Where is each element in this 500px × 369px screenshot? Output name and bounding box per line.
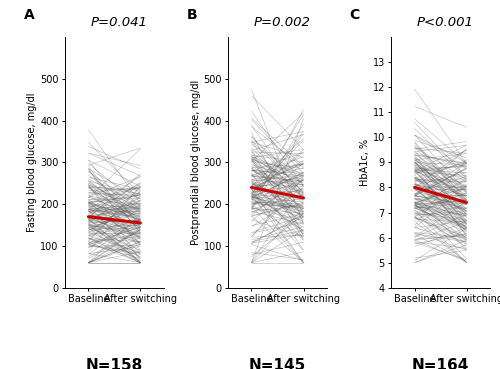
Text: B: B [186, 8, 197, 22]
Text: P=0.002: P=0.002 [254, 16, 311, 30]
Text: A: A [24, 8, 34, 22]
Text: N=158: N=158 [86, 358, 143, 369]
Y-axis label: Postprandial blood glucose, mg/dl: Postprandial blood glucose, mg/dl [190, 80, 200, 245]
Text: P=0.041: P=0.041 [91, 16, 148, 30]
Text: C: C [350, 8, 360, 22]
Y-axis label: Fasting blood glucose, mg/dl: Fasting blood glucose, mg/dl [28, 93, 38, 232]
Y-axis label: HbA1c, %: HbA1c, % [360, 139, 370, 186]
Text: N=145: N=145 [249, 358, 306, 369]
Text: N=164: N=164 [412, 358, 470, 369]
Text: P<0.001: P<0.001 [417, 16, 474, 30]
